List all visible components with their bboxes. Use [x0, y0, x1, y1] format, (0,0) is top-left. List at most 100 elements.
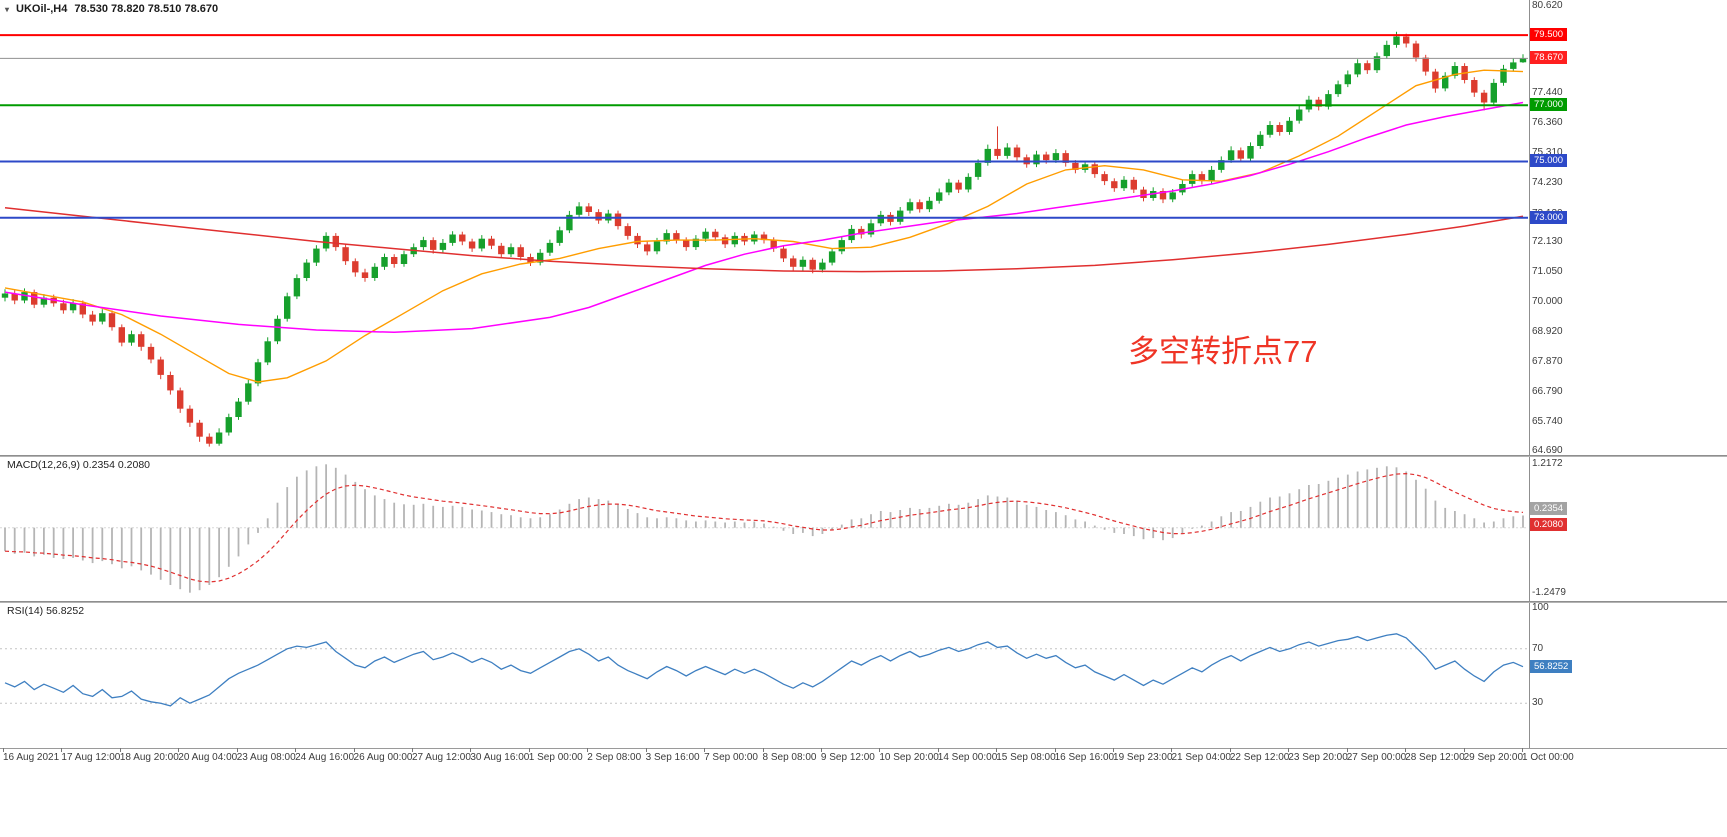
time-axis-label: 3 Sep 16:00 — [645, 752, 700, 763]
price-axis-label: 80.620 — [1532, 0, 1563, 11]
time-axis-label: 27 Aug 12:00 — [411, 752, 471, 763]
price-axis-label: 72.130 — [1532, 236, 1563, 248]
time-axis-tick — [996, 748, 998, 752]
macd-signal-badge: 0.2080 — [1530, 517, 1568, 531]
time-axis-tick — [820, 748, 822, 752]
rsi-line — [4, 633, 1524, 707]
price-axis-label: 70.000 — [1532, 295, 1563, 307]
time-axis-tick — [645, 748, 647, 752]
time-axis-label: 28 Sep 12:00 — [1405, 752, 1465, 763]
panel-separator[interactable] — [0, 601, 1727, 603]
time-axis-tick — [119, 748, 121, 752]
time-axis-tick — [61, 748, 63, 752]
time-axis-tick — [3, 748, 4, 752]
time-axis-tick — [1288, 748, 1290, 752]
rsi-axis-label: 100 — [1532, 602, 1549, 613]
time-axis-tick — [587, 748, 589, 752]
time-axis-label: 14 Sep 00:00 — [937, 752, 998, 763]
time-axis-label: 7 Sep 00:00 — [704, 752, 758, 763]
time-axis-label: 21 Sep 04:00 — [1171, 752, 1231, 763]
time-axis-label: 23 Aug 08:00 — [236, 752, 296, 763]
macd-axis-label: 1.2172 — [1532, 458, 1563, 470]
macd-histogram — [4, 464, 1524, 593]
time-axis-label: 2 Sep 08:00 — [587, 752, 642, 763]
time-axis-tick — [1229, 748, 1231, 752]
price-axis-label: 76.360 — [1532, 117, 1563, 129]
time-axis-tick — [1463, 748, 1465, 752]
price-axis-label: 67.870 — [1532, 355, 1563, 367]
time-axis-tick — [470, 748, 472, 752]
time-axis-tick — [1113, 748, 1115, 752]
time-axis-tick — [762, 748, 764, 752]
time-axis-tick — [411, 748, 413, 752]
candles — [1, 31, 1527, 447]
time-axis-tick — [1405, 748, 1407, 752]
price-axis-label: 75.310 — [1532, 146, 1563, 158]
time-axis-tick — [937, 748, 939, 752]
ma-mid-magenta — [4, 101, 1524, 334]
time-axis-tick — [295, 748, 297, 752]
time-axis-label: 1 Sep 00:00 — [528, 752, 583, 763]
time-axis-tick — [1522, 748, 1523, 752]
chart-header: ▾ UKOil-,H4 78.530 78.820 78.510 78.670 — [5, 3, 218, 15]
time-axis-label: 20 Aug 04:00 — [178, 752, 238, 763]
time-axis-tick — [236, 748, 238, 752]
main-price-chart[interactable] — [0, 0, 1528, 455]
time-axis-tick — [879, 748, 881, 752]
price-level-badge: 75.000 — [1530, 154, 1568, 168]
time-axis-label: 26 Aug 00:00 — [353, 752, 413, 763]
time-axis-label: 18 Aug 20:00 — [119, 752, 179, 763]
time-axis-label: 1 Oct 00:00 — [1522, 752, 1574, 763]
price-level-badge: 77.000 — [1530, 98, 1568, 112]
price-level-badge: 78.670 — [1530, 51, 1568, 65]
rsi-axis-label: 30 — [1532, 697, 1544, 709]
time-axis-tick — [178, 748, 180, 752]
macd-value-badge: 0.2354 — [1530, 502, 1568, 516]
rsi-label: RSI(14) 56.8252 — [7, 605, 85, 617]
time-axis-label: 8 Sep 08:00 — [762, 752, 817, 763]
price-axis-label: 64.690 — [1532, 445, 1563, 457]
price-axis-label: 65.740 — [1532, 415, 1563, 427]
time-axis-label: 15 Sep 08:00 — [996, 752, 1056, 763]
price-axis-label: 71.050 — [1532, 266, 1563, 278]
time-axis-label: 9 Sep 12:00 — [820, 752, 875, 763]
time-axis-tick — [1171, 748, 1173, 752]
time-axis-label: 22 Sep 12:00 — [1229, 752, 1290, 763]
ma-fast-orange — [4, 69, 1524, 383]
rsi-value-badge: 56.8252 — [1530, 659, 1573, 673]
panel-separator[interactable] — [0, 455, 1727, 457]
macd-axis-label: -1.2479 — [1532, 586, 1566, 598]
symbol-marker-icon: ▾ — [5, 4, 10, 14]
macd-indicator-chart[interactable] — [0, 456, 1528, 601]
time-axis-tick — [528, 748, 530, 752]
time-axis-label: 30 Aug 16:00 — [470, 752, 530, 763]
price-axis-label: 68.920 — [1532, 326, 1563, 338]
time-axis-label: 23 Sep 20:00 — [1288, 752, 1348, 763]
price-level-badge: 73.000 — [1530, 210, 1568, 224]
price-axis-label: 66.790 — [1532, 386, 1563, 398]
macd-label: MACD(12,26,9) 0.2354 0.2080 — [7, 459, 151, 471]
time-axis-label: 24 Aug 16:00 — [295, 752, 355, 763]
time-axis-label: 16 Sep 16:00 — [1054, 752, 1115, 763]
time-axis-tick — [1054, 748, 1056, 752]
rsi-axis-label: 70 — [1532, 642, 1544, 654]
price-level-badge: 79.500 — [1530, 28, 1568, 42]
rsi-indicator-chart[interactable] — [0, 602, 1528, 748]
time-axis-label: 16 Aug 2021 — [3, 752, 60, 763]
ma-slow-red — [4, 207, 1524, 273]
price-axis-line — [1529, 0, 1530, 748]
time-axis-tick — [353, 748, 355, 752]
time-axis-tick — [704, 748, 706, 752]
time-axis-label: 10 Sep 20:00 — [879, 752, 939, 763]
price-axis-label: 74.230 — [1532, 177, 1563, 189]
chart-annotation-text: 多空转折点77 — [1128, 334, 1318, 369]
macd-signal-line — [4, 472, 1524, 583]
time-axis-label: 19 Sep 23:00 — [1113, 752, 1173, 763]
time-axis-label: 17 Aug 12:00 — [61, 752, 121, 763]
symbol-timeframe-label: UKOil-,H4 — [16, 3, 68, 15]
price-axis-label: 77.440 — [1532, 86, 1563, 98]
time-axis-tick — [1346, 748, 1348, 752]
time-axis-separator — [0, 748, 1727, 749]
time-axis-label: 29 Sep 20:00 — [1463, 752, 1524, 763]
